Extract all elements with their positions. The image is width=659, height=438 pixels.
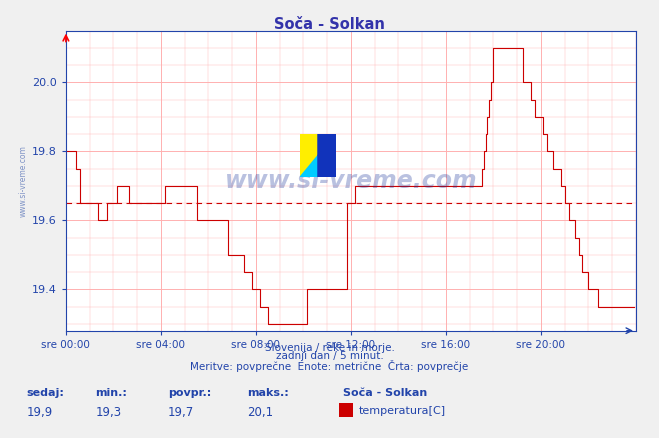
Text: 19,3: 19,3 xyxy=(96,406,122,420)
Text: temperatura[C]: temperatura[C] xyxy=(359,406,446,417)
Text: Soča - Solkan: Soča - Solkan xyxy=(274,17,385,32)
Polygon shape xyxy=(300,134,318,177)
Text: min.:: min.: xyxy=(96,388,127,398)
Text: 19,9: 19,9 xyxy=(26,406,53,420)
Text: Meritve: povprečne  Enote: metrične  Črta: povprečje: Meritve: povprečne Enote: metrične Črta:… xyxy=(190,360,469,372)
Text: sedaj:: sedaj: xyxy=(26,388,64,398)
Polygon shape xyxy=(318,134,336,177)
Text: zadnji dan / 5 minut.: zadnji dan / 5 minut. xyxy=(275,351,384,361)
Text: Soča - Solkan: Soča - Solkan xyxy=(343,388,427,398)
Text: 19,7: 19,7 xyxy=(168,406,194,420)
Text: maks.:: maks.: xyxy=(247,388,289,398)
Polygon shape xyxy=(300,155,318,177)
Text: povpr.:: povpr.: xyxy=(168,388,212,398)
Polygon shape xyxy=(318,134,336,155)
Text: www.si-vreme.com: www.si-vreme.com xyxy=(225,169,477,193)
Text: www.si-vreme.com: www.si-vreme.com xyxy=(18,145,28,217)
Text: Slovenija / reke in morje.: Slovenija / reke in morje. xyxy=(264,343,395,353)
Text: 20,1: 20,1 xyxy=(247,406,273,420)
